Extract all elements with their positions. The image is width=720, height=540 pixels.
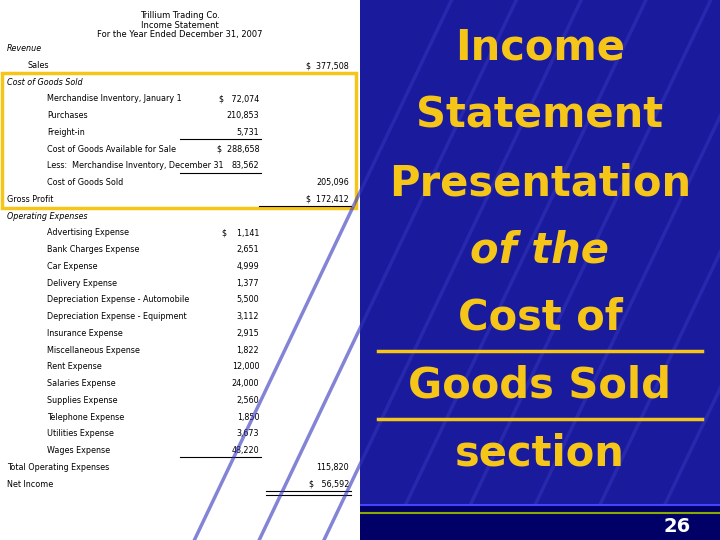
Text: Rent Expense: Rent Expense: [47, 362, 102, 372]
Text: Supplies Expense: Supplies Expense: [47, 396, 117, 405]
Text: Merchandise Inventory, January 1: Merchandise Inventory, January 1: [47, 94, 181, 104]
Text: $   56,592: $ 56,592: [309, 480, 349, 489]
Text: 2,560: 2,560: [237, 396, 259, 405]
Text: Cost of: Cost of: [458, 297, 622, 339]
Text: 83,562: 83,562: [232, 161, 259, 171]
Text: Total Operating Expenses: Total Operating Expenses: [7, 463, 109, 472]
Text: Telephone Expense: Telephone Expense: [47, 413, 124, 422]
Text: 4,999: 4,999: [236, 262, 259, 271]
Text: Income Statement: Income Statement: [141, 21, 219, 30]
Text: Depreciation Expense - Equipment: Depreciation Expense - Equipment: [47, 312, 186, 321]
Text: 1,377: 1,377: [237, 279, 259, 288]
Text: Gross Profit: Gross Profit: [7, 195, 53, 204]
Text: 2,915: 2,915: [236, 329, 259, 338]
Text: Wages Expense: Wages Expense: [47, 446, 110, 455]
Text: Utilities Expense: Utilities Expense: [47, 429, 114, 438]
Text: Trillium Trading Co.: Trillium Trading Co.: [140, 11, 220, 20]
Text: Miscellaneous Expense: Miscellaneous Expense: [47, 346, 140, 355]
Text: Insurance Expense: Insurance Expense: [47, 329, 122, 338]
Text: $   72,074: $ 72,074: [219, 94, 259, 104]
Text: 1,850: 1,850: [237, 413, 259, 422]
Text: 2,651: 2,651: [237, 245, 259, 254]
Text: 26: 26: [663, 517, 690, 536]
Text: For the Year Ended December 31, 2007: For the Year Ended December 31, 2007: [97, 30, 263, 39]
Text: $  288,658: $ 288,658: [217, 145, 259, 154]
Text: 1,822: 1,822: [237, 346, 259, 355]
Text: Revenue: Revenue: [7, 44, 42, 53]
Text: 205,096: 205,096: [317, 178, 349, 187]
Text: Cost of Goods Sold: Cost of Goods Sold: [7, 78, 83, 87]
Text: Cost of Goods Available for Sale: Cost of Goods Available for Sale: [47, 145, 176, 154]
Text: Car Expense: Car Expense: [47, 262, 97, 271]
Bar: [360, 505, 720, 540]
Text: Freight-in: Freight-in: [47, 128, 84, 137]
Text: Net Income: Net Income: [7, 480, 53, 489]
Text: 115,820: 115,820: [317, 463, 349, 472]
Text: Delivery Expense: Delivery Expense: [47, 279, 117, 288]
Text: 12,000: 12,000: [232, 362, 259, 372]
Text: 5,500: 5,500: [237, 295, 259, 305]
Text: 5,731: 5,731: [237, 128, 259, 137]
Text: Salaries Expense: Salaries Expense: [47, 379, 115, 388]
Text: section: section: [455, 432, 625, 474]
Text: Goods Sold: Goods Sold: [408, 364, 672, 407]
Text: 48,220: 48,220: [232, 446, 259, 455]
Text: Cost of Goods Sold: Cost of Goods Sold: [47, 178, 123, 187]
Text: Bank Charges Expense: Bank Charges Expense: [47, 245, 139, 254]
Text: 210,853: 210,853: [227, 111, 259, 120]
Text: of the: of the: [470, 230, 610, 272]
Text: Depreciation Expense - Automobile: Depreciation Expense - Automobile: [47, 295, 189, 305]
Text: Advertising Expense: Advertising Expense: [47, 228, 129, 238]
Text: Income: Income: [455, 27, 625, 69]
Text: Presentation: Presentation: [389, 162, 691, 204]
Bar: [1, 73, 356, 208]
Text: $  377,508: $ 377,508: [307, 61, 349, 70]
Text: Purchases: Purchases: [47, 111, 87, 120]
Text: Statement: Statement: [416, 94, 664, 137]
Text: Operating Expenses: Operating Expenses: [7, 212, 88, 221]
Text: Less:  Merchandise Inventory, December 31: Less: Merchandise Inventory, December 31: [47, 161, 223, 171]
Text: 3,112: 3,112: [237, 312, 259, 321]
Text: 3,673: 3,673: [237, 429, 259, 438]
Text: Sales: Sales: [27, 61, 48, 70]
Text: $    1,141: $ 1,141: [222, 228, 259, 238]
Text: $  172,412: $ 172,412: [307, 195, 349, 204]
Text: 24,000: 24,000: [232, 379, 259, 388]
